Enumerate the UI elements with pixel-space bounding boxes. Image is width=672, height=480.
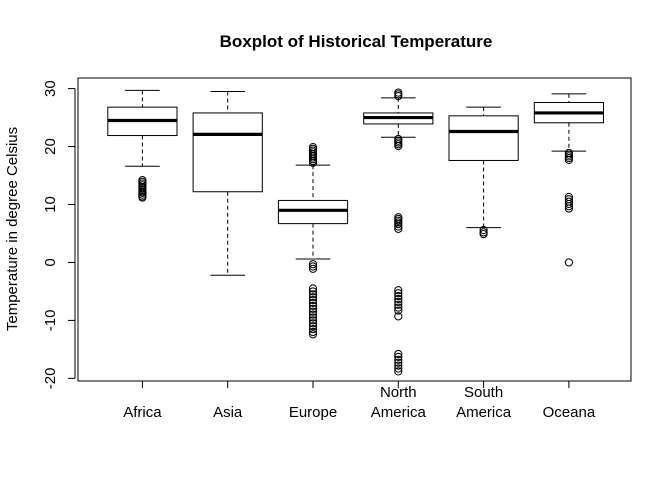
- outlier-point: [308, 158, 318, 167]
- outlier-point: [564, 204, 574, 213]
- box-south-america: [448, 106, 519, 239]
- outlier-point: [308, 290, 318, 299]
- outlier-point: [308, 327, 318, 337]
- x-tick-label: Europe: [289, 404, 337, 421]
- outlier-point: [308, 304, 318, 313]
- outlier-point: [394, 358, 403, 367]
- box-africa: [107, 89, 178, 202]
- plot-frame: [77, 77, 632, 382]
- x-tick-label: Africa: [123, 404, 162, 421]
- outlier-point: [308, 298, 318, 308]
- outlier-point: [394, 224, 403, 233]
- iqr-box: [448, 115, 519, 161]
- iqr-box: [277, 199, 349, 225]
- x-axis-ticks: Africa Asia Europe North America South America…: [123, 381, 596, 421]
- x-tick-label: America: [456, 404, 512, 421]
- outlier-point: [308, 330, 318, 339]
- chart-title: Boxplot of Historical Temperature: [220, 32, 493, 51]
- outlier-point: [394, 300, 403, 309]
- outlier-point: [394, 286, 403, 295]
- x-tick-label: Oceana: [543, 404, 596, 421]
- outlier-point: [308, 307, 318, 316]
- outlier-point: [394, 312, 403, 321]
- boxes-group: [107, 88, 604, 376]
- outlier-point: [394, 352, 403, 362]
- outlier-point: [394, 291, 403, 301]
- x-tick-label: America: [371, 404, 427, 421]
- x-tick-label: North: [380, 384, 417, 401]
- outlier-point: [308, 293, 318, 302]
- box-north-america: [363, 88, 434, 376]
- outlier-point: [394, 90, 403, 99]
- outlier-point: [308, 319, 318, 328]
- y-axis-label: Temperature in degree Celsius: [4, 127, 21, 331]
- y-tick-label: 30: [42, 80, 59, 97]
- x-tick-label: Asia: [213, 404, 243, 421]
- y-tick-label: -20: [42, 368, 59, 390]
- box-oceana: [533, 93, 604, 267]
- y-tick-label: 0: [42, 258, 59, 266]
- outlier-point: [308, 264, 318, 273]
- outlier-point: [308, 322, 318, 331]
- outlier-point: [564, 199, 574, 209]
- y-tick-label: 10: [42, 196, 59, 213]
- outlier-point: [394, 306, 403, 315]
- iqr-box: [192, 112, 263, 193]
- y-tick-label: -10: [42, 310, 59, 332]
- outlier-point: [138, 193, 147, 202]
- outlier-point: [479, 229, 488, 239]
- box-europe: [277, 143, 349, 339]
- outlier-point: [308, 324, 318, 334]
- outlier-point: [564, 202, 574, 211]
- y-axis-ticks: -20 -10 0 10 20 30: [42, 80, 75, 389]
- outlier-point: [394, 367, 403, 376]
- outlier-point: [394, 355, 403, 364]
- outlier-point: [308, 262, 318, 271]
- outlier-point: [394, 141, 403, 151]
- outlier-point: [308, 284, 318, 293]
- outlier-point: [394, 303, 403, 312]
- outlier-point: [564, 155, 574, 164]
- outlier-point: [394, 297, 403, 306]
- outlier-point: [479, 225, 488, 235]
- outlier-point: [564, 258, 574, 267]
- x-tick-label: South: [464, 384, 503, 401]
- outlier-point: [394, 364, 403, 373]
- outlier-point: [308, 316, 318, 325]
- outlier-point: [394, 220, 403, 229]
- outlier-point: [308, 301, 318, 311]
- box-asia: [192, 90, 263, 276]
- outlier-point: [308, 296, 318, 305]
- outlier-point: [394, 289, 403, 298]
- outlier-point: [308, 313, 318, 322]
- outlier-point: [308, 310, 318, 319]
- outlier-point: [394, 222, 403, 231]
- outlier-point: [308, 260, 318, 269]
- y-tick-label: 20: [42, 138, 59, 155]
- outlier-point: [308, 287, 318, 296]
- outlier-point: [394, 349, 403, 359]
- outlier-point: [394, 92, 403, 101]
- outlier-point: [394, 361, 403, 370]
- outlier-point: [394, 294, 403, 304]
